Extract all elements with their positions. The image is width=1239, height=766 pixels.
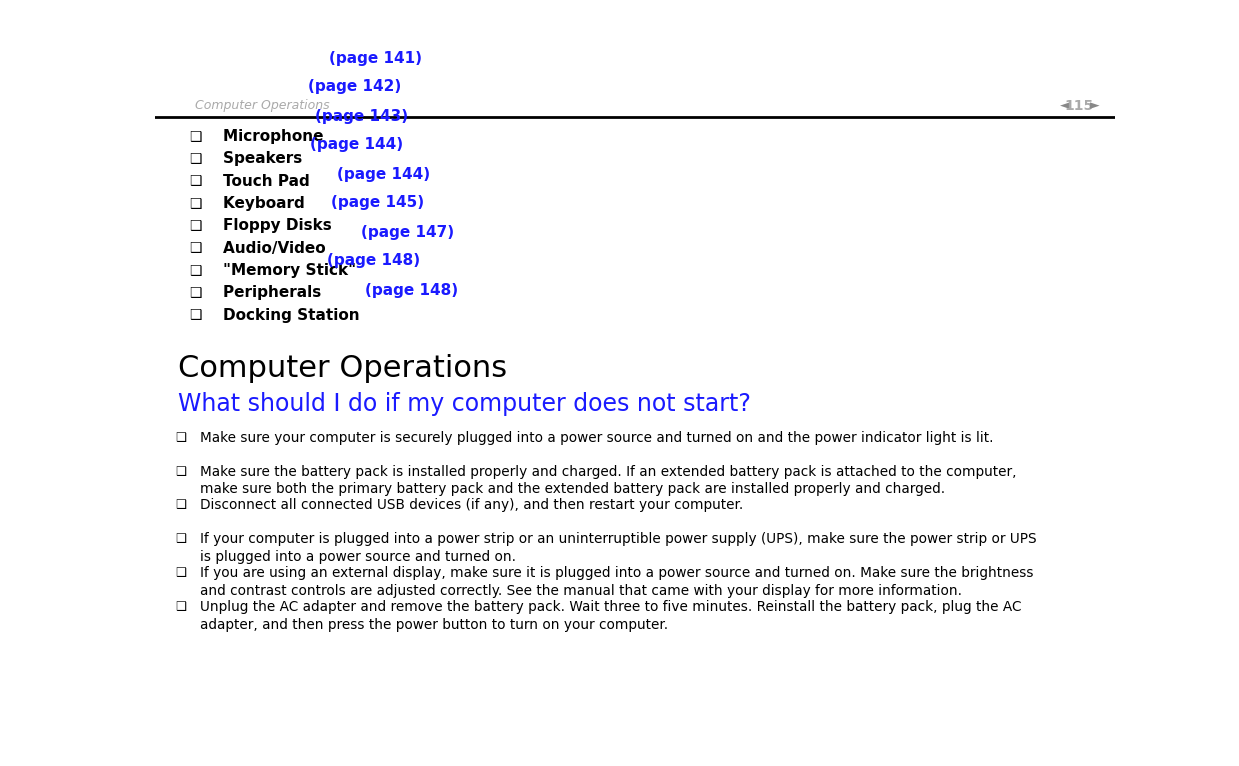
Text: Microphone: Microphone — [223, 129, 328, 144]
Text: ❑: ❑ — [175, 566, 186, 579]
Text: ◄: ◄ — [1059, 100, 1069, 113]
Text: ❑: ❑ — [188, 264, 202, 277]
Text: (page 147): (page 147) — [362, 224, 455, 240]
Text: (page 143): (page 143) — [315, 109, 408, 123]
Text: Speakers: Speakers — [223, 152, 307, 166]
Text: Disconnect all connected USB devices (if any), and then restart your computer.: Disconnect all connected USB devices (if… — [199, 499, 743, 512]
Text: Touch Pad: Touch Pad — [223, 174, 315, 188]
Text: Make sure the battery pack is installed properly and charged. If an extended bat: Make sure the battery pack is installed … — [199, 465, 1016, 496]
Text: ❑: ❑ — [175, 430, 186, 444]
Text: ❑: ❑ — [175, 532, 186, 545]
Text: ❑: ❑ — [188, 308, 202, 322]
Text: (page 144): (page 144) — [337, 166, 430, 182]
Text: (page 142): (page 142) — [307, 80, 401, 94]
Text: (page 144): (page 144) — [310, 138, 403, 152]
Text: If you are using an external display, make sure it is plugged into a power sourc: If you are using an external display, ma… — [199, 566, 1033, 598]
Text: ❑: ❑ — [188, 152, 202, 166]
Text: ►: ► — [1089, 100, 1099, 113]
Text: (page 148): (page 148) — [366, 283, 458, 297]
Text: (page 148): (page 148) — [327, 254, 420, 269]
Text: ❑: ❑ — [188, 219, 202, 233]
Text: Peripherals: Peripherals — [223, 286, 327, 300]
Text: ❑: ❑ — [175, 465, 186, 477]
Text: ❑: ❑ — [188, 129, 202, 143]
Text: (page 141): (page 141) — [328, 51, 421, 66]
Text: Computer Operations: Computer Operations — [178, 354, 507, 383]
Text: Floppy Disks: Floppy Disks — [223, 218, 337, 234]
Text: ❑: ❑ — [188, 197, 202, 211]
Text: ❑: ❑ — [175, 499, 186, 512]
Text: (page 145): (page 145) — [331, 195, 424, 211]
Text: ❑: ❑ — [188, 174, 202, 188]
Text: ❑: ❑ — [188, 241, 202, 255]
Text: Unplug the AC adapter and remove the battery pack. Wait three to five minutes. R: Unplug the AC adapter and remove the bat… — [199, 600, 1021, 632]
Text: ❑: ❑ — [175, 600, 186, 613]
Text: Audio/Video: Audio/Video — [223, 241, 331, 256]
Text: What should I do if my computer does not start?: What should I do if my computer does not… — [178, 392, 751, 416]
Text: Make sure your computer is securely plugged into a power source and turned on an: Make sure your computer is securely plug… — [199, 430, 994, 445]
Text: ❑: ❑ — [188, 286, 202, 300]
Text: Computer Operations: Computer Operations — [196, 100, 330, 113]
Text: If your computer is plugged into a power strip or an uninterruptible power suppl: If your computer is plugged into a power… — [199, 532, 1037, 565]
Text: Keyboard: Keyboard — [223, 196, 310, 211]
Text: 115: 115 — [1064, 99, 1094, 113]
Text: Docking Station: Docking Station — [223, 308, 366, 322]
Text: "Memory Stick": "Memory Stick" — [223, 263, 362, 278]
